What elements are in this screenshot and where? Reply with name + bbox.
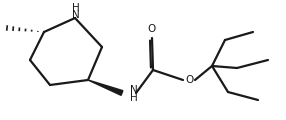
Text: N: N (72, 10, 80, 20)
Text: N: N (130, 85, 138, 95)
Text: O: O (148, 24, 156, 34)
Polygon shape (88, 80, 123, 95)
Text: O: O (186, 75, 194, 85)
Text: H: H (72, 3, 80, 13)
Text: H: H (130, 93, 138, 103)
